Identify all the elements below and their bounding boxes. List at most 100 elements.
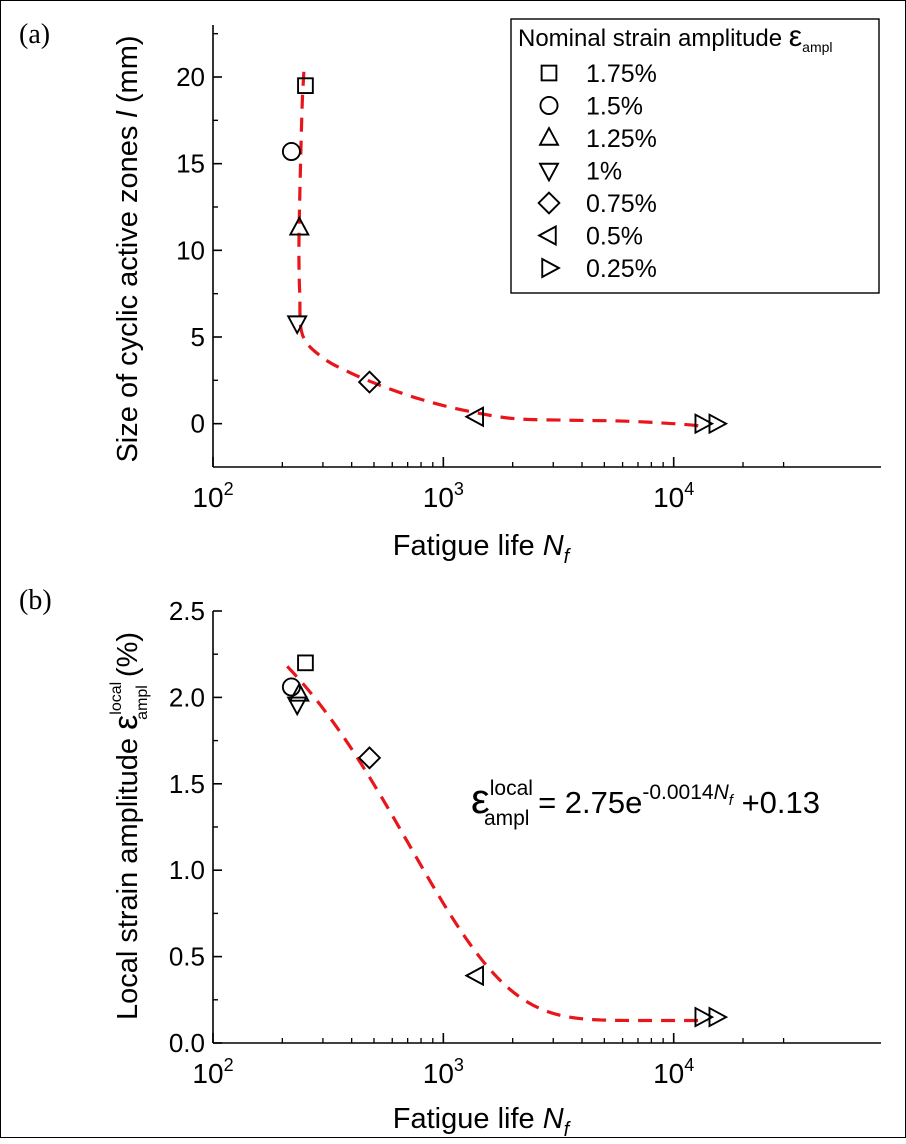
- legend-marker-diamond: [537, 191, 561, 215]
- fit-equation-symbol: ε: [471, 775, 490, 822]
- fit-equation-exp-var: N: [714, 781, 730, 804]
- fit-equation: εlocal ampl = 2.75e-0.0014Nf +0.13: [471, 775, 820, 830]
- y-tick-label: 0.5: [169, 942, 205, 972]
- x-tick-exp: 3: [454, 479, 464, 499]
- fit-equation-exp: -0.0014: [642, 781, 714, 804]
- data-point-triangle-down: [286, 696, 308, 717]
- fit-equation-tail: +0.13: [733, 785, 820, 820]
- fit-equation-sup: local: [490, 777, 533, 800]
- legend-marker-triangle-up: [538, 126, 560, 146]
- data-point-triangle-right: [694, 1006, 715, 1028]
- x-tick-exp: 2: [224, 479, 234, 499]
- panel-b-axes: [212, 611, 881, 1044]
- panel-b-markers: [281, 654, 729, 1028]
- fit-curve-line: [297, 71, 704, 428]
- legend-title: Nominal strain amplitude εampl: [518, 20, 833, 55]
- panel-b-xlabel: Fatigue life: [393, 1103, 535, 1135]
- data-point-triangle-up: [288, 215, 310, 236]
- panel-b-ylabel-unit: (%): [112, 632, 144, 677]
- fit-curve-line: [286, 665, 708, 1023]
- legend-title-sub: ampl: [802, 39, 832, 55]
- legend-marker-triangle-left: [537, 224, 557, 247]
- legend-label: 1%: [586, 158, 622, 186]
- x-tick-label: 103: [423, 1055, 464, 1089]
- y-tick-label: 0.0: [169, 1028, 205, 1058]
- y-tick-label: 1.0: [169, 855, 205, 885]
- legend-label: 1.5%: [586, 93, 643, 121]
- x-tick-label: 102: [192, 479, 233, 513]
- legend-marker-square: [540, 64, 558, 82]
- x-tick-base: 10: [653, 1058, 684, 1089]
- legend-label: 1.25%: [586, 125, 657, 153]
- data-point-triangle-up: [288, 682, 310, 702]
- legend-title-text: Nominal strain amplitude: [518, 25, 789, 52]
- panel-a-ylabel-unit: (mm): [112, 35, 144, 103]
- panel-b-y-ticks: 0.0 0.5 1.0 1.5 2.0 2.5: [169, 596, 222, 1058]
- panel-a-x-axis-title: Fatigue life Nf: [393, 530, 572, 568]
- data-point-circle: [281, 142, 301, 162]
- panel-a-y-axis-title: Size of cyclic active zones l (mm): [112, 35, 144, 462]
- panel-b-label: (b): [19, 585, 52, 616]
- x-tick-base: 10: [192, 1058, 223, 1089]
- legend-items: 1.75% 1.5% 1.25% 1% 0.75% 0.5% 0.25%: [537, 60, 657, 283]
- panel-a-xlabel-var: N: [543, 530, 564, 562]
- x-tick-label: 102: [192, 1055, 233, 1089]
- data-point-diamond: [357, 370, 382, 394]
- x-tick-label: 103: [423, 479, 464, 513]
- data-point-triangle-left: [464, 965, 484, 987]
- panel-b-y-axis-title: Local strain amplitude εlocal ampl (%): [107, 632, 151, 1020]
- x-tick-label: 104: [653, 1055, 694, 1089]
- legend-marker-triangle-down: [538, 162, 560, 183]
- panel-a-x-ticks: 102 103 104: [192, 457, 785, 513]
- panel-b-fit-curve: [286, 665, 708, 1023]
- panel-b-x-axis-title: Fatigue life Nf: [393, 1103, 572, 1139]
- legend-label: 0.25%: [586, 255, 657, 283]
- panel-b-ylabel-symbol: ε: [107, 715, 145, 730]
- panel-b-x-ticks: 102 103 104: [192, 1033, 785, 1089]
- y-tick-label: 2.0: [169, 682, 205, 712]
- legend-label: 0.5%: [586, 223, 643, 251]
- legend: Nominal strain amplitude εampl 1.75% 1.5%…: [510, 18, 880, 294]
- fit-equation-exp-sub: f: [729, 792, 735, 809]
- legend-marker-triangle-right: [541, 257, 561, 279]
- x-tick-exp: 4: [684, 479, 694, 499]
- fit-equation-sub: ampl: [484, 807, 530, 830]
- x-tick-base: 10: [423, 1058, 454, 1089]
- panel-a-xlabel: Fatigue life: [393, 530, 535, 562]
- legend-marker-circle: [539, 95, 559, 115]
- fit-equation-body: = 2.75e: [529, 785, 642, 820]
- legend-label: 0.75%: [586, 190, 657, 218]
- panel-b-xlabel-var: N: [543, 1103, 564, 1135]
- y-tick-label: 0: [191, 409, 205, 439]
- legend-title-symbol: ε: [789, 20, 802, 53]
- panel-b-ylabel: Local strain amplitude: [112, 730, 144, 1020]
- y-tick-label: 15: [176, 149, 205, 179]
- panel-b-ylabel-sup: local: [108, 682, 125, 715]
- y-tick-label: 1.5: [169, 769, 205, 799]
- data-point-triangle-right: [694, 413, 715, 435]
- x-tick-exp: 2: [224, 1055, 234, 1075]
- panel-b: (b) 0.00.51.01.52.02.5 102 103 104 Fatigue…: [19, 585, 881, 1141]
- panel-a-fit-curve: [297, 71, 704, 428]
- panel-a-xlabel-sub: f: [564, 546, 572, 568]
- y-tick-label: 2.5: [169, 596, 205, 626]
- panel-a-axes: [212, 25, 881, 468]
- data-point-triangle-right: [708, 413, 729, 435]
- panel-b-ylabel-sub: ampl: [134, 685, 151, 720]
- data-point-square: [297, 654, 314, 672]
- data-point-triangle-left: [464, 406, 484, 428]
- panel-a-ylabel-var: l: [112, 110, 144, 118]
- panel-a-label: (a): [19, 19, 50, 50]
- y-tick-label: 5: [191, 322, 205, 352]
- x-tick-exp: 4: [684, 1055, 694, 1075]
- data-point-square: [297, 77, 314, 94]
- panel-a-y-ticks: 0 5 10 15 20: [176, 32, 222, 439]
- x-tick-exp: 3: [454, 1055, 464, 1075]
- data-point-diamond: [357, 746, 382, 770]
- legend-frame: [510, 18, 880, 294]
- data-point-triangle-down: [286, 315, 308, 336]
- panel-b-xlabel-sub: f: [564, 1119, 572, 1139]
- legend-label: 1.75%: [586, 60, 657, 88]
